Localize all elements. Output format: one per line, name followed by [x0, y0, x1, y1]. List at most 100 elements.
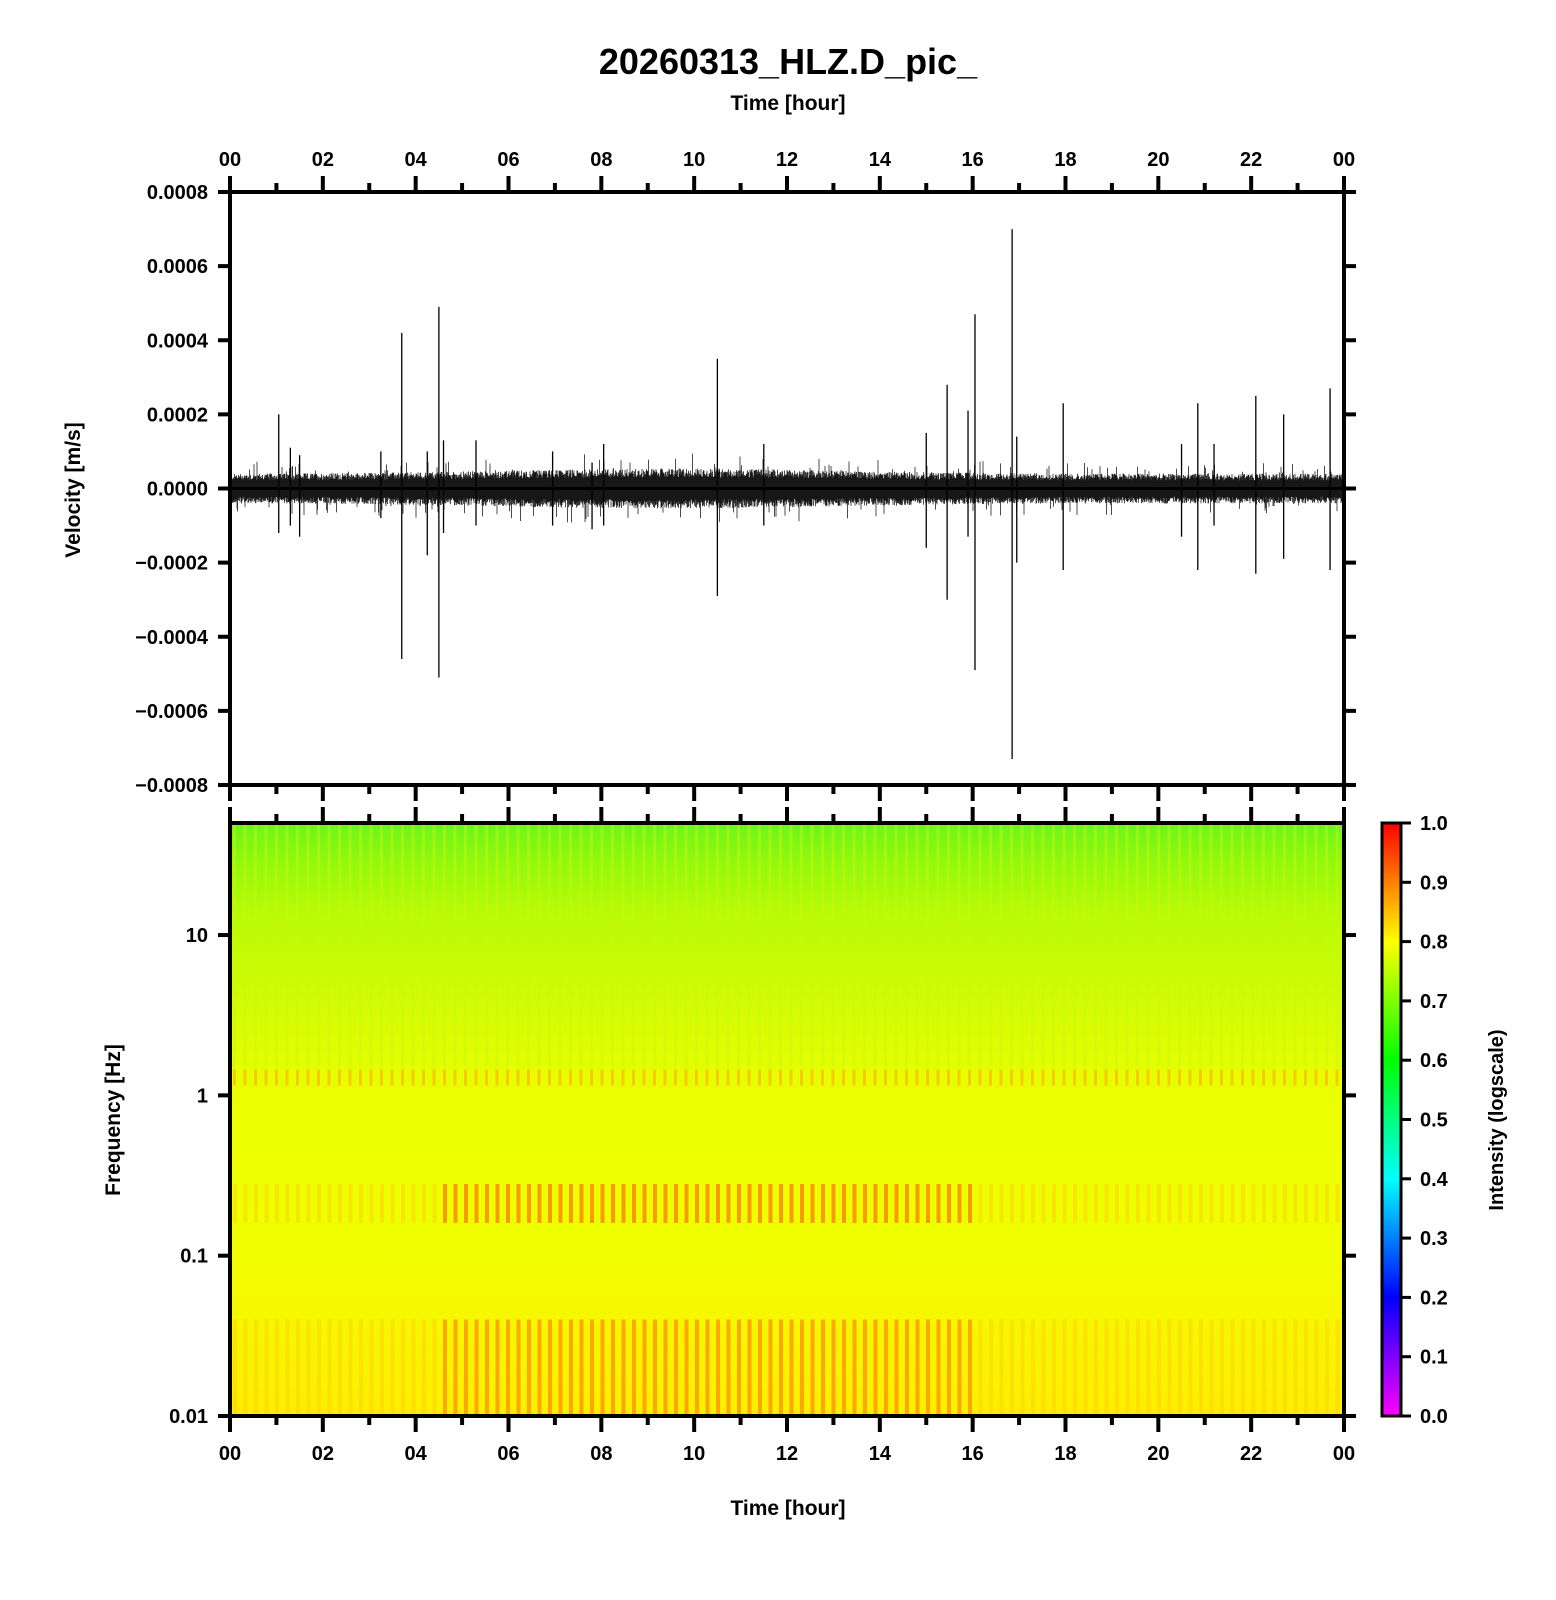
x-tick-label: 12 [776, 149, 798, 171]
spectrogram-stripe [296, 1183, 300, 1223]
spectrogram-stripe [275, 823, 278, 1068]
colorbar-tick-label: 1.0 [1420, 813, 1448, 835]
x-tick-label: 16 [962, 1443, 984, 1465]
spectrogram-stripe [558, 1319, 563, 1416]
spectrogram-stripe [768, 1319, 773, 1416]
spectrogram-stripe [306, 1183, 311, 1223]
spectrogram-y-ticks [218, 933, 1356, 1418]
spectrogram-stripe [1020, 823, 1024, 1068]
spectrogram-stripe [705, 1183, 710, 1223]
y-tick-label: −0.0008 [135, 775, 208, 797]
spectrogram-stripe [894, 823, 898, 1068]
spectrogram-stripe [726, 1183, 731, 1223]
spectrogram-stripe [1136, 1319, 1140, 1416]
spectrogram-stripe [768, 1183, 773, 1223]
spectrogram-stripe [1020, 1319, 1025, 1416]
spectrogram-stripe [1262, 1319, 1266, 1416]
spectrogram-stripe [1209, 1183, 1214, 1223]
spectrogram-stripe [1209, 1319, 1214, 1416]
spectrogram-stripe [1325, 1069, 1328, 1086]
spectrogram-stripe [705, 1069, 709, 1086]
spectrogram-stripe [579, 823, 583, 1068]
spectrogram-stripe [1104, 823, 1108, 1068]
spectrogram-stripe [537, 823, 541, 1068]
spectrogram-stripe [569, 1069, 572, 1086]
spectrogram-stripe [527, 1069, 530, 1086]
spectrogram-stripe [810, 1069, 814, 1086]
spectrogram-stripe [569, 1319, 573, 1416]
spectrogram-stripe [810, 1319, 815, 1416]
spectrogram-stripe [1188, 1183, 1193, 1223]
spectrogram-stripe [485, 1319, 489, 1416]
spectrogram-stripe [1167, 1183, 1172, 1223]
spectrogram-stripe [621, 823, 625, 1068]
spectrogram-stripe [1314, 823, 1318, 1068]
spectrogram-stripe [485, 1069, 488, 1086]
spectrogram-stripe [915, 1183, 920, 1223]
spectrogram-stripe [422, 823, 425, 1068]
spectrogram-stripe [1251, 1069, 1255, 1086]
spectrogram-stripe [1304, 1319, 1308, 1416]
colorbar-tick-label: 0.4 [1420, 1169, 1449, 1191]
waveform-top-x-tick-labels: 00 02 04 06 08 10 12 14 16 18 20 22 00 [219, 149, 1355, 171]
spectrogram-stripe [348, 823, 352, 1068]
spectrogram-stripe [915, 823, 919, 1068]
spectrogram-stripe [852, 1319, 857, 1416]
x-tick-label: 06 [497, 149, 519, 171]
spectrogram-stripe [1167, 1319, 1172, 1416]
spectrogram-stripe [422, 1319, 426, 1416]
spectrogram-stripe [1083, 1183, 1088, 1223]
spectrogram-stripe [810, 1183, 815, 1223]
spectrogram-stripe [1199, 1183, 1203, 1223]
spectrogram-stripe [1199, 1319, 1203, 1416]
spectrogram-stripe [296, 1319, 300, 1416]
spectrogram-stripe [1136, 1069, 1139, 1086]
spectrogram-stripe [632, 1319, 636, 1416]
y-tick-label: −0.0004 [135, 627, 209, 649]
spectrogram-stripe [359, 1319, 363, 1416]
spectrogram-stripe [1230, 1183, 1235, 1223]
spectrogram-stripe [653, 1069, 656, 1086]
spectrogram-stripe [863, 1183, 867, 1223]
y-tick-label: 0.01 [169, 1406, 208, 1428]
spectrogram-stripe [621, 1319, 626, 1416]
spectrogram-stripe [275, 1069, 278, 1086]
colorbar-tick-label: 0.7 [1420, 991, 1448, 1013]
spectrogram-stripe [611, 823, 614, 1068]
spectrogram-stripe [1125, 823, 1129, 1068]
spectrogram-stripe [338, 1319, 342, 1416]
spectrogram-stripe [1136, 1183, 1140, 1223]
spectrogram-stripe [537, 1319, 542, 1416]
spectrogram-stripe [873, 1183, 878, 1223]
spectrogram-stripe [506, 1069, 509, 1086]
spectrogram-stripe [548, 1319, 552, 1416]
spectrogram-stripe [1251, 1183, 1256, 1223]
spectrogram-stripe [243, 1069, 247, 1086]
spectrogram-stripe [1314, 1069, 1318, 1086]
spectrogram-stripe [1041, 823, 1045, 1068]
spectrogram-stripe [1325, 1183, 1329, 1223]
spectrogram-stripe [1272, 1183, 1277, 1223]
spectrogram-stripe [327, 1319, 332, 1416]
spectrogram-stripe [1283, 1183, 1287, 1223]
spectrogram-stripe [537, 1069, 541, 1086]
spectrogram-stripe [873, 823, 877, 1068]
spectrogram-stripe [789, 1319, 794, 1416]
waveform-panel: 00 02 04 06 08 10 12 14 16 18 20 22 00 0.00080.00060… [62, 149, 1356, 801]
spectrogram-stripe [453, 1319, 458, 1416]
spectrogram-stripe [474, 1069, 478, 1086]
spectrogram-stripe [894, 1069, 898, 1086]
spectrogram-stripe [863, 1069, 866, 1086]
spectrogram-stripe [432, 1069, 436, 1086]
spectrogram-stripe [726, 1319, 731, 1416]
spectrogram-stripe [233, 1183, 237, 1223]
spectrogram-stripe [443, 1069, 446, 1086]
spectrogram-stripe [716, 823, 719, 1068]
spectrogram-stripe [495, 1319, 500, 1416]
x-tick-label: 14 [869, 1443, 892, 1465]
spectrogram-stripe [1083, 1069, 1087, 1086]
spectrogram-stripe [338, 1069, 341, 1086]
spectrogram-stripe [873, 1069, 877, 1086]
spectrogram-stripe [674, 1183, 678, 1223]
spectrogram-stripe [936, 1319, 941, 1416]
